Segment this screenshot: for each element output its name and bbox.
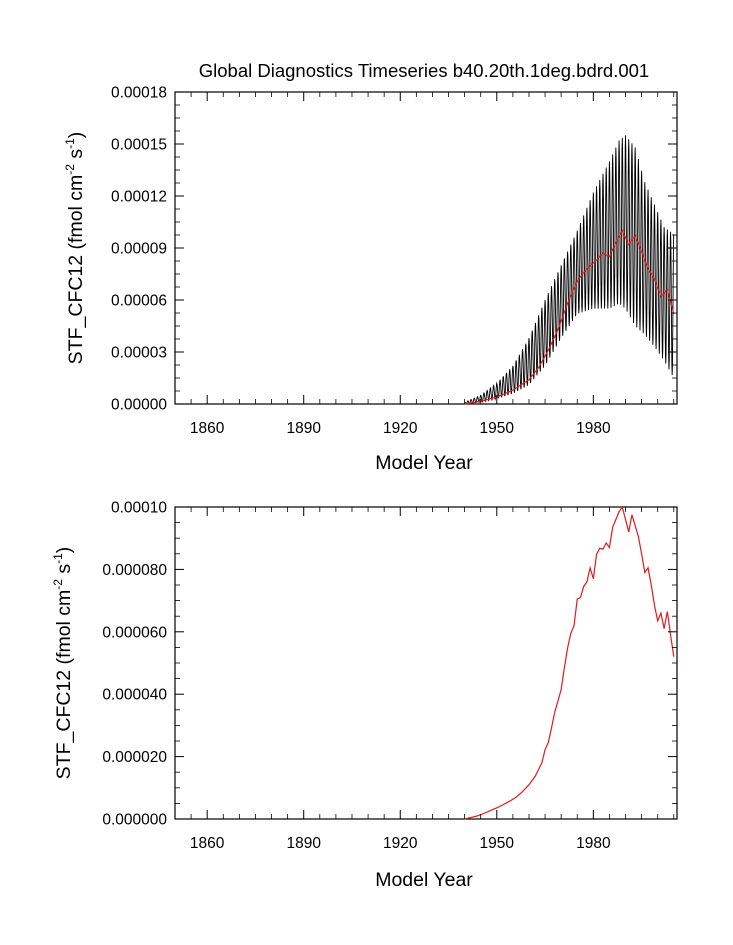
y-tick-label: 0.00009 bbox=[111, 241, 167, 258]
y-tick-label: 0.00012 bbox=[111, 189, 167, 206]
y-axis-label: STF_CFC12 (fmol cm-2 s-1) bbox=[63, 132, 87, 365]
x-axis-label: Model Year bbox=[375, 452, 473, 474]
y-tick-label: 0.00003 bbox=[111, 345, 167, 362]
x-tick-label: 1980 bbox=[576, 420, 611, 437]
plot-frame bbox=[174, 506, 678, 820]
x-tick-label: 1920 bbox=[383, 835, 418, 852]
ticks-layer: 1860 1890 1920 1950 1980 0.000000 0.000020 0.00… bbox=[102, 500, 677, 852]
y-tick-label: 0.00015 bbox=[111, 137, 167, 154]
series-annual-line bbox=[464, 505, 675, 820]
y-axis-label: STF_CFC12 (fmol cm-2 s-1) bbox=[51, 547, 75, 780]
ticks-layer: 1860 1890 1920 1950 1980 0.00000 0.00003 0.0000… bbox=[111, 85, 677, 437]
chart-title: Global Diagnostics Timeseries b40.20th.1… bbox=[199, 60, 649, 81]
y-tick-label: 0.000040 bbox=[102, 687, 167, 704]
y-tick-label: 0.000080 bbox=[102, 562, 167, 579]
x-axis-label: Model Year bbox=[375, 869, 473, 891]
y-tick-label: 0.00006 bbox=[111, 293, 167, 310]
x-tick-label: 1860 bbox=[190, 835, 225, 852]
y-tick-label: 0.00018 bbox=[111, 85, 167, 102]
x-tick-label: 1980 bbox=[576, 835, 611, 852]
y-tick-label: 0.00010 bbox=[111, 500, 167, 517]
y-tick-label: 0.000020 bbox=[102, 749, 167, 766]
x-tick-label: 1950 bbox=[480, 420, 515, 437]
y-tick-label: 0.000060 bbox=[102, 624, 167, 641]
panel-2: 1860 1890 1920 1950 1980 0.000000 0.000020 0.00… bbox=[51, 500, 678, 891]
x-tick-label: 1920 bbox=[383, 420, 418, 437]
x-tick-label: 1860 bbox=[190, 420, 225, 437]
series-layer bbox=[464, 505, 675, 820]
panel-1: Global Diagnostics Timeseries b40.20th.1… bbox=[63, 60, 678, 474]
x-tick-label: 1890 bbox=[286, 835, 321, 852]
series-annual-line bbox=[464, 229, 675, 405]
x-tick-label: 1950 bbox=[480, 835, 515, 852]
series-layer bbox=[464, 135, 675, 405]
x-tick-label: 1890 bbox=[286, 420, 321, 437]
series-monthly-line bbox=[464, 135, 675, 405]
y-tick-label: 0.00000 bbox=[111, 397, 167, 414]
y-tick-label: 0.000000 bbox=[102, 812, 167, 829]
